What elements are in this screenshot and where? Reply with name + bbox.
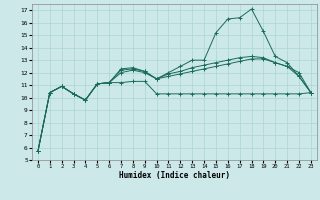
X-axis label: Humidex (Indice chaleur): Humidex (Indice chaleur) [119, 171, 230, 180]
